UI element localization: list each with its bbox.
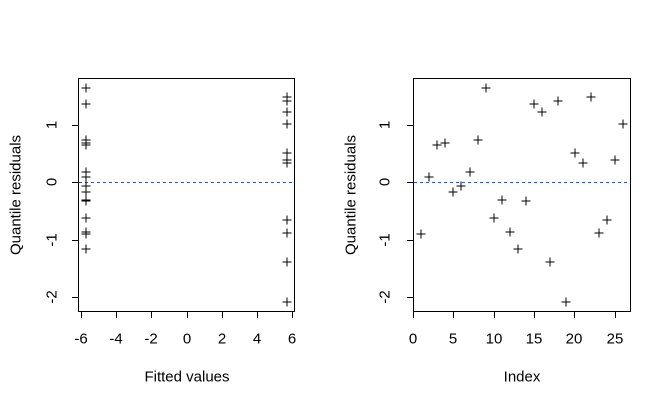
data-point-plus — [282, 155, 292, 165]
data-point-plus — [473, 135, 483, 145]
x-axis-tick — [574, 312, 575, 318]
data-point-plus — [81, 196, 91, 206]
x-axis-tick — [187, 312, 188, 318]
y-axis-tick-label: 1 — [376, 120, 394, 130]
data-point-plus — [81, 172, 91, 182]
data-point-plus — [416, 229, 426, 239]
y-axis-tick-label: -2 — [376, 290, 394, 304]
x-axis-tick-label: 25 — [606, 330, 624, 348]
data-point-plus — [505, 227, 515, 237]
x-axis-tick — [292, 312, 293, 318]
data-point-plus — [282, 215, 292, 224]
y-axis-tick — [407, 125, 413, 126]
data-point-plus — [81, 227, 91, 237]
data-point-plus — [456, 181, 466, 191]
data-point-plus — [578, 158, 588, 167]
x-axis-tick — [494, 312, 495, 318]
data-point-plus — [432, 140, 442, 150]
data-point-plus — [81, 244, 91, 254]
data-point-plus — [81, 99, 91, 109]
y-axis-title-quantile-residuals-left: Quantile residuals — [7, 134, 25, 256]
x-axis-tick — [413, 312, 414, 318]
zero-reference-line — [414, 182, 630, 183]
x-axis-tick-label: -4 — [109, 330, 123, 348]
x-axis-tick-label: 20 — [565, 330, 583, 348]
y-axis-tick — [72, 240, 78, 241]
data-point-plus — [489, 213, 499, 223]
x-axis-title-fitted-values: Fitted values — [144, 368, 230, 386]
x-axis-tick — [151, 312, 152, 318]
data-point-plus — [282, 257, 292, 267]
y-axis-tick — [407, 297, 413, 298]
x-axis-tick-label: -6 — [74, 330, 88, 348]
x-axis-tick-label: 10 — [485, 330, 503, 348]
y-axis-title-quantile-residuals-right: Quantile residuals — [342, 134, 360, 256]
data-point-plus — [282, 297, 292, 307]
y-axis-tick — [72, 125, 78, 126]
data-point-plus — [465, 167, 474, 177]
data-point-plus — [553, 96, 563, 106]
data-point-plus — [81, 187, 91, 197]
data-point-plus — [481, 83, 491, 93]
y-axis-tick-label: 0 — [376, 177, 394, 187]
x-axis-tick-label: 2 — [217, 330, 227, 348]
x-axis-tick — [453, 312, 454, 318]
y-axis-tick — [407, 240, 413, 241]
x-axis-tick-label: 4 — [252, 330, 262, 348]
x-axis-tick-label: 6 — [287, 330, 297, 348]
data-point-plus — [282, 119, 292, 129]
data-point-plus — [81, 213, 91, 223]
data-point-plus — [448, 187, 458, 197]
data-point-plus — [282, 148, 292, 158]
data-point-plus — [81, 83, 91, 93]
y-axis-tick — [72, 182, 78, 183]
data-point-plus — [497, 195, 507, 205]
x-axis-tick-label: 0 — [182, 330, 192, 348]
data-point-plus — [282, 228, 292, 238]
y-axis-tick — [72, 297, 78, 298]
data-point-plus — [602, 215, 612, 224]
data-point-plus — [545, 257, 555, 267]
data-point-plus — [282, 92, 292, 102]
x-axis-tick — [257, 312, 258, 318]
data-point-plus — [618, 119, 628, 129]
x-axis-tick — [222, 312, 223, 318]
x-axis-tick-label: 0 — [408, 330, 418, 348]
data-point-plus — [570, 148, 579, 158]
data-point-plus — [521, 196, 531, 206]
x-axis-tick-label: 5 — [448, 330, 458, 348]
x-axis-title-index: Index — [503, 368, 541, 386]
data-point-plus — [610, 155, 620, 165]
data-point-plus — [586, 92, 596, 102]
x-axis-tick — [81, 312, 82, 318]
plot-box — [78, 78, 295, 312]
data-point-plus — [561, 297, 571, 307]
data-point-plus — [537, 107, 547, 117]
zero-reference-line — [79, 182, 294, 183]
data-point-plus — [594, 228, 604, 238]
x-axis-tick-label: 15 — [525, 330, 543, 348]
data-point-plus — [529, 99, 539, 109]
data-point-plus — [282, 107, 292, 117]
x-axis-tick — [116, 312, 117, 318]
data-point-plus — [513, 244, 523, 254]
y-axis-tick — [407, 182, 413, 183]
plot-box — [413, 78, 631, 312]
x-axis-tick — [615, 312, 616, 318]
x-axis-tick-label: -2 — [144, 330, 158, 348]
data-point-plus — [81, 181, 91, 191]
y-axis-tick-label: -1 — [376, 233, 394, 247]
x-axis-tick — [534, 312, 535, 318]
data-point-plus — [424, 172, 434, 182]
data-point-plus — [440, 138, 450, 147]
data-point-plus — [81, 135, 91, 145]
data-point-plus — [81, 167, 91, 177]
